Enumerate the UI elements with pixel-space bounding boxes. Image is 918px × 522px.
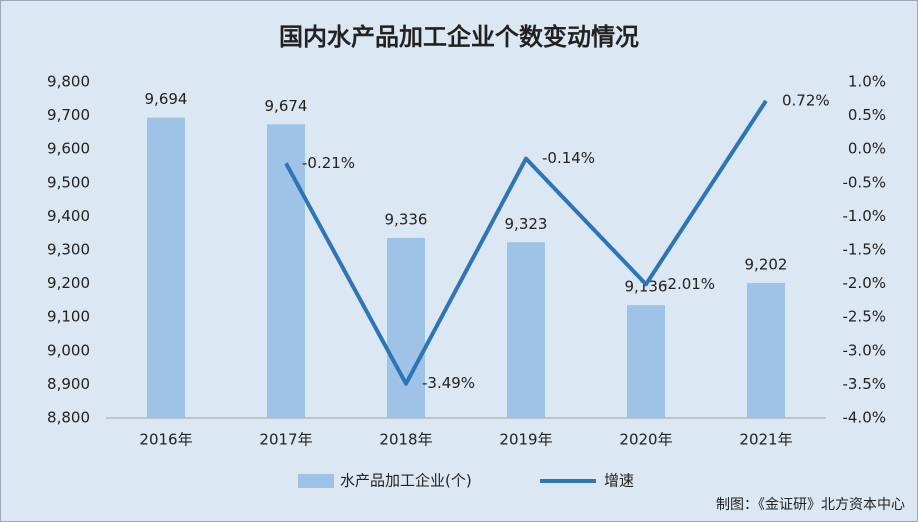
line-value-label: -2.01% bbox=[662, 275, 715, 293]
y-tick-label: 9,600 bbox=[47, 140, 90, 158]
chart-title: 国内水产品加工企业个数变动情况 bbox=[279, 23, 639, 51]
bar bbox=[267, 124, 305, 418]
y2-tick-label: -2.0% bbox=[842, 274, 886, 292]
x-tick-label: 2018年 bbox=[379, 431, 432, 449]
y-tick-label: 9,500 bbox=[47, 173, 90, 191]
line-value-label: -3.49% bbox=[422, 374, 475, 392]
bar bbox=[507, 242, 545, 418]
y2-tick-label: 0.0% bbox=[848, 140, 886, 158]
x-tick-label: 2017年 bbox=[259, 431, 312, 449]
x-tick-label: 2020年 bbox=[619, 431, 672, 449]
y-tick-label: 9,300 bbox=[47, 241, 90, 259]
bar-value-label: 9,694 bbox=[145, 90, 188, 108]
y-tick-label: 9,100 bbox=[47, 308, 90, 326]
x-tick-label: 2019年 bbox=[499, 431, 552, 449]
y2-tick-label: -2.5% bbox=[842, 308, 886, 326]
y-tick-label: 9,800 bbox=[47, 73, 90, 91]
line-value-label: 0.72% bbox=[782, 91, 830, 109]
y-tick-label: 9,400 bbox=[47, 207, 90, 225]
legend-label: 水产品加工企业(个) bbox=[340, 472, 472, 490]
line bbox=[284, 99, 768, 386]
line-value-label: -0.14% bbox=[542, 149, 595, 167]
y-tick-label: 8,800 bbox=[47, 409, 90, 427]
y2-tick-label: -3.5% bbox=[842, 375, 886, 393]
bar bbox=[747, 282, 785, 418]
y2-tick-label: -0.5% bbox=[842, 173, 886, 191]
x-tick-label: 2016年 bbox=[139, 431, 192, 449]
bar-value-label: 9,336 bbox=[385, 210, 428, 228]
y-tick-label: 9,200 bbox=[47, 274, 90, 292]
y2-tick-label: 1.0% bbox=[848, 73, 886, 91]
y-tick-label: 8,900 bbox=[47, 375, 90, 393]
bar-value-label: 9,323 bbox=[505, 215, 548, 233]
legend-swatch bbox=[298, 474, 334, 488]
y2-tick-label: -1.5% bbox=[842, 241, 886, 259]
y-tick-label: 9,700 bbox=[47, 106, 90, 124]
y-tick-label: 9,000 bbox=[47, 341, 90, 359]
bar-value-label: 9,674 bbox=[265, 97, 308, 115]
bar-value-label: 9,202 bbox=[745, 255, 788, 273]
bar bbox=[387, 237, 425, 418]
x-tick-label: 2021年 bbox=[739, 431, 792, 449]
line-value-label: -0.21% bbox=[302, 154, 355, 172]
bar bbox=[147, 117, 185, 418]
y2-tick-label: 0.5% bbox=[848, 106, 886, 124]
y2-tick-label: -1.0% bbox=[842, 207, 886, 225]
y2-tick-label: -4.0% bbox=[842, 409, 886, 427]
legend-label: 增速 bbox=[604, 472, 634, 490]
bar-value-label: 9,136 bbox=[625, 278, 668, 296]
bar bbox=[627, 305, 665, 418]
y2-tick-label: -3.0% bbox=[842, 341, 886, 359]
source-note: 制图：《金证研》北方资本中心 bbox=[716, 497, 905, 513]
